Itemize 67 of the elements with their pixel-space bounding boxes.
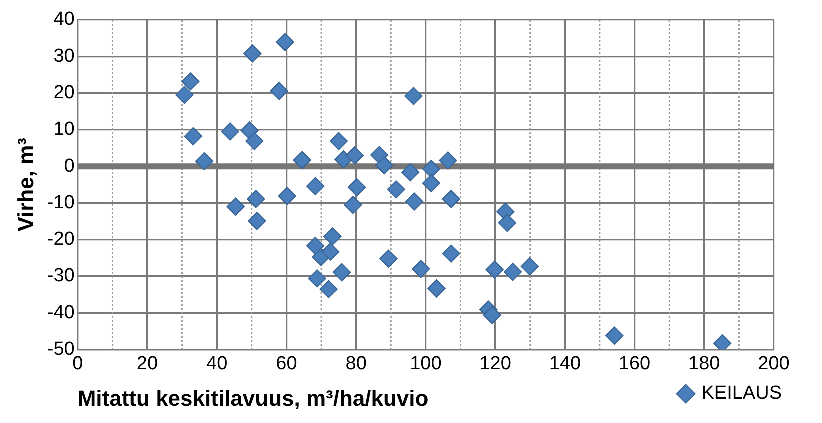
- point: [428, 280, 446, 298]
- y-tick-label: 40: [54, 9, 75, 30]
- y-tick-label: -20: [47, 229, 75, 250]
- point: [346, 146, 364, 165]
- point: [605, 326, 624, 345]
- point: [330, 132, 348, 150]
- y-tick-label: 10: [54, 119, 75, 140]
- x-tick-label: 60: [276, 353, 298, 374]
- x-tick-label: 120: [480, 353, 512, 374]
- point: [412, 260, 430, 278]
- point: [483, 306, 502, 324]
- y-tick-label: -50: [47, 339, 75, 360]
- point: [402, 163, 420, 182]
- point: [442, 190, 460, 208]
- point: [276, 33, 294, 52]
- point: [404, 87, 423, 106]
- point: [504, 263, 522, 282]
- point: [182, 72, 200, 91]
- point: [184, 127, 203, 146]
- x-tick-label: 180: [688, 353, 720, 374]
- point: [321, 242, 340, 262]
- y-tick-label: 30: [54, 46, 75, 67]
- x-tick-label: 100: [410, 353, 442, 374]
- point: [308, 270, 326, 288]
- y-axis-title: Virhe, m³: [13, 138, 38, 232]
- x-tick-label: 20: [136, 353, 158, 374]
- point: [293, 151, 312, 170]
- point: [278, 187, 296, 206]
- point: [324, 227, 342, 246]
- point: [226, 198, 245, 216]
- point: [246, 132, 264, 150]
- y-tick-label: -30: [47, 266, 75, 287]
- x-axis-title: Mitattu keskitilavuus, m³/ha/kuvio: [78, 386, 429, 411]
- point: [306, 236, 325, 256]
- x-tick-label: 140: [549, 353, 582, 374]
- x-tick-label: 40: [206, 353, 228, 374]
- point: [422, 160, 441, 178]
- point: [248, 212, 266, 230]
- point: [422, 174, 441, 193]
- point: [243, 44, 262, 63]
- point: [306, 177, 325, 196]
- point: [405, 192, 424, 211]
- point: [270, 82, 288, 100]
- point: [387, 180, 406, 199]
- point: [375, 156, 394, 175]
- y-tick-label: -40: [47, 302, 75, 324]
- x-tick-label: 160: [618, 353, 651, 374]
- point: [380, 250, 398, 268]
- legend-label: KEILAUS: [702, 383, 782, 405]
- point: [486, 260, 504, 280]
- point: [442, 244, 460, 263]
- y-tick-label: -10: [47, 192, 75, 214]
- point: [221, 122, 240, 141]
- point: [176, 86, 194, 104]
- point: [498, 214, 516, 232]
- point: [439, 152, 458, 170]
- point: [246, 190, 266, 208]
- point: [332, 263, 352, 282]
- point: [320, 280, 338, 298]
- point: [195, 152, 214, 171]
- point: [520, 258, 540, 276]
- point: [348, 178, 366, 197]
- x-tick-label: 200: [758, 353, 790, 374]
- y-tick-label: 0: [64, 156, 75, 177]
- x-tick-label: 80: [346, 353, 367, 374]
- point: [344, 196, 362, 214]
- y-tick-label: 20: [54, 82, 75, 104]
